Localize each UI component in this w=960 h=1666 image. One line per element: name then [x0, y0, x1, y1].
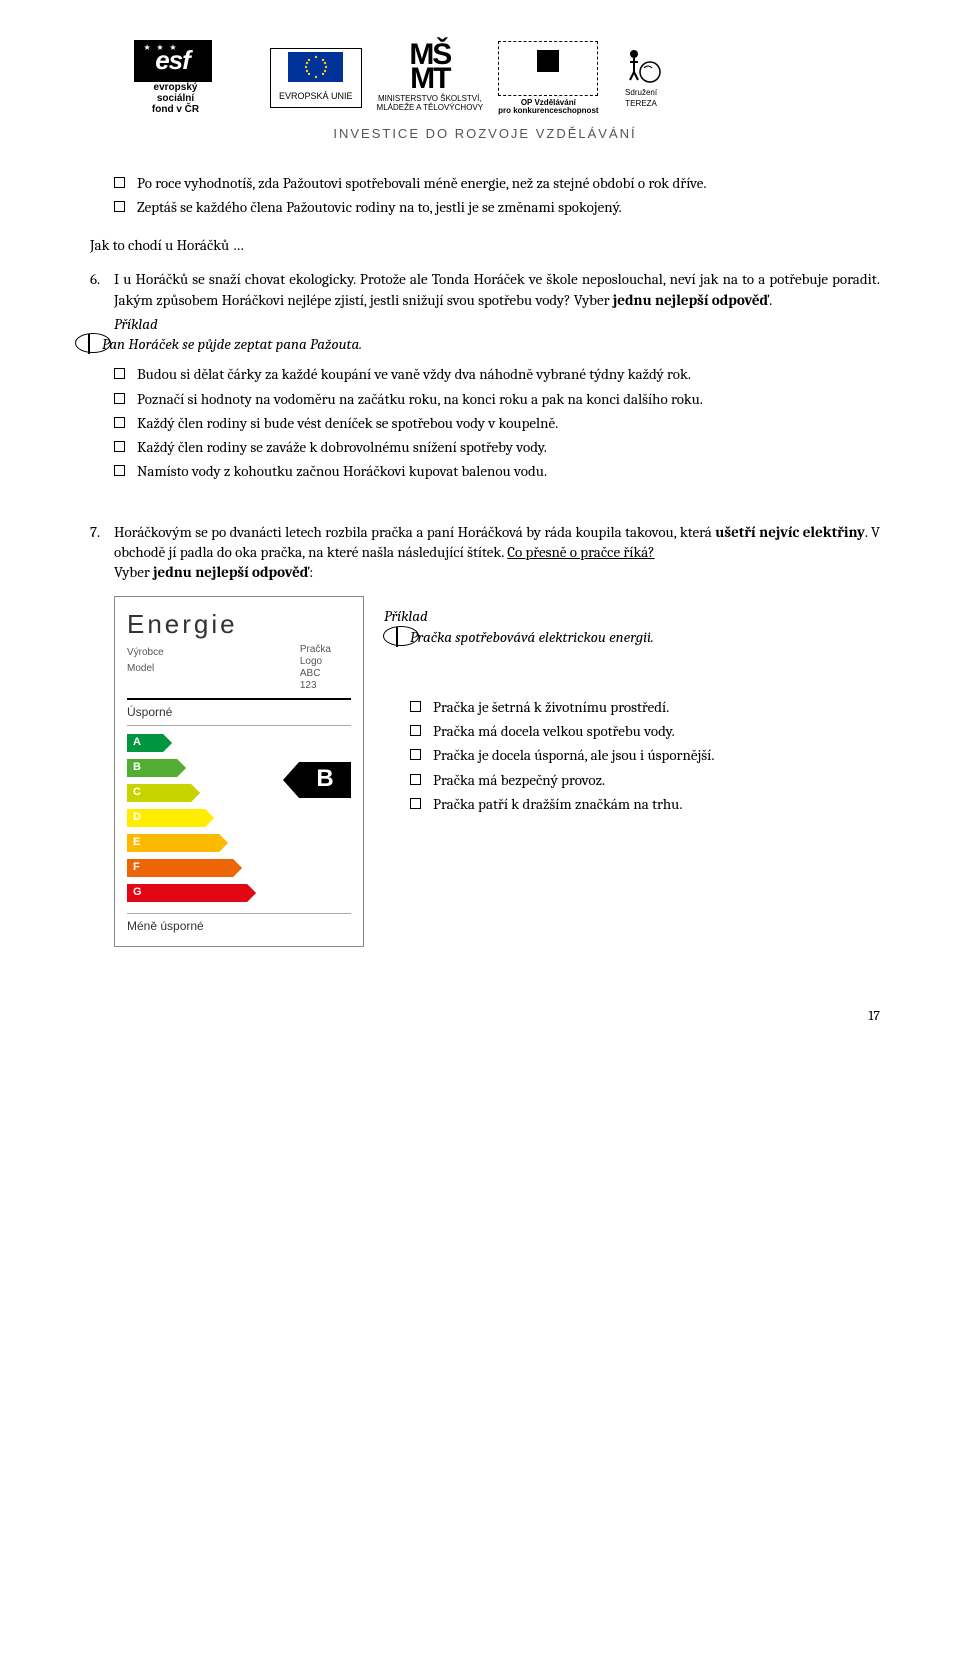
checkbox-icon [114, 465, 125, 476]
checkbox-icon [410, 774, 421, 785]
q6-option-3: Každý člen rodiny se zaváže k dobrovolné… [137, 437, 547, 457]
intro-items: Po roce vyhodnotíš, zda Pažoutovi spotře… [114, 173, 880, 218]
energy-bar-A: A [127, 734, 163, 752]
q6-body: I u Horáčků se snaží chovat ekologicky. … [114, 269, 880, 310]
q7-option-1: Pračka má docela velkou spotřebu vody. [433, 721, 675, 741]
esf-line2: sociální [152, 93, 199, 104]
tereza-logo: Sdružení TEREZA [614, 46, 669, 110]
tereza-line2: TEREZA [625, 99, 657, 110]
q7-right-column: Příklad Pračka spotřebovává elektrickou … [384, 596, 880, 946]
checkbox-icon [410, 725, 421, 736]
energy-efficient-label: Úsporné [127, 700, 351, 725]
eu-logo: EVROPSKÁ UNIE [270, 48, 362, 108]
energy-bar-row: F [127, 857, 351, 879]
energy-bar-row: B [127, 757, 351, 779]
checkbox-circled-icon [396, 627, 398, 647]
header-tagline: INVESTICE DO ROZVOJE VZDĚLÁVÁNÍ [90, 125, 880, 143]
q6-number: 6. [90, 269, 114, 310]
energy-meta-123: 123 [300, 680, 331, 692]
q6-option-4: Namísto vody z kohoutku začnou Horáčkovi… [137, 461, 547, 481]
q7-number: 7. [90, 522, 114, 583]
energy-meta-abc: ABC [300, 668, 331, 680]
checkbox-icon [410, 749, 421, 760]
content: Po roce vyhodnotíš, zda Pažoutovi spotře… [90, 173, 880, 1026]
q7-option-3: Pračka má bezpečný provoz. [433, 770, 605, 790]
checkbox-icon [114, 393, 125, 404]
question-6: 6. I u Horáčků se snaží chovat ekologick… [90, 269, 880, 310]
eu-label: EVROPSKÁ UNIE [279, 90, 353, 102]
energy-bar-row: C [127, 782, 351, 804]
intro-item-1: Zeptáš se každého člena Pažoutovic rodin… [137, 197, 622, 217]
energy-bar-F: F [127, 859, 233, 877]
esf-logo: ★ ★ ★ esf evropský sociální fond v ČR [90, 40, 255, 115]
q7-options: Pračka je šetrná k životnímu prostředí. … [410, 697, 880, 814]
energy-appliance-label: Pračka [300, 644, 331, 656]
checkbox-icon [114, 417, 125, 428]
checkbox-circled-icon [88, 334, 90, 354]
energy-bar-E: E [127, 834, 219, 852]
energy-bar-G: G [127, 884, 247, 902]
section-title: Jak to chodí u Horáčků … [90, 235, 880, 255]
checkbox-icon [410, 798, 421, 809]
msmt-logo: MŠMT MINISTERSTVO ŠKOLSTVÍ, MLÁDEŽE A TĚ… [377, 43, 484, 113]
q6-example-text: Pan Horáček se půjde zeptat pana Pažouta… [102, 334, 362, 354]
energy-bar-row: D [127, 807, 351, 829]
energy-bar-C: C [127, 784, 191, 802]
esf-line1: evropský [152, 82, 199, 93]
q7-option-0: Pračka je šetrná k životnímu prostředí. [433, 697, 669, 717]
msmt-line2: MLÁDEŽE A TĚLOVÝCHOVY [377, 104, 484, 113]
energy-bar-row: E [127, 832, 351, 854]
intro-item-0: Po roce vyhodnotíš, zda Pažoutovi spotře… [137, 173, 707, 193]
energy-label: Energie Výrobce Model Pračka Logo ABC 12… [114, 596, 364, 946]
q6-option-2: Každý člen rodiny si bude vést deníček s… [137, 413, 558, 433]
energy-bar-D: D [127, 809, 205, 827]
energy-title: Energie [127, 607, 351, 642]
energy-bars: B ABCDEFG [127, 726, 351, 913]
q6-option-0: Budou si dělat čárky za každé koupání ve… [137, 364, 691, 384]
q7-body: Horáčkovým se po dvanácti letech rozbila… [114, 522, 880, 583]
page-number: 17 [90, 1007, 880, 1026]
q7-option-4: Pračka patří k dražším značkám na trhu. [433, 794, 682, 814]
energy-bar-B: B [127, 759, 177, 777]
esf-line3: fond v ČR [152, 104, 199, 115]
checkbox-icon [410, 701, 421, 712]
energy-model-label: Model [127, 662, 300, 676]
question-7: 7. Horáčkovým se po dvanácti letech rozb… [90, 522, 880, 583]
q7-example-label: Příklad [384, 606, 880, 626]
q6-option-1: Poznačí si hodnoty na vodoměru na začátk… [137, 389, 703, 409]
checkbox-icon [114, 368, 125, 379]
q6-options: Budou si dělat čárky za každé koupání ve… [114, 364, 880, 481]
energy-bar-row: A [127, 732, 351, 754]
tereza-line1: Sdružení [625, 88, 657, 99]
energy-bar-row: G [127, 882, 351, 904]
q7-example-text: Pračka spotřebovává elektrickou energii. [410, 627, 654, 647]
op-logo: OP Vzdělávání pro konkurenceschopnost [498, 41, 598, 115]
checkbox-icon [114, 201, 125, 212]
energy-manufacturer-label: Výrobce [127, 646, 300, 660]
header-logos: ★ ★ ★ esf evropský sociální fond v ČR EV… [90, 40, 880, 115]
energy-meta-logo: Logo [300, 656, 331, 668]
q7-option-2: Pračka je docela úsporná, ale jsou i úsp… [433, 745, 714, 765]
op-line2: pro konkurenceschopnost [498, 107, 598, 115]
energy-less-efficient-label: Méně úsporné [127, 913, 351, 934]
checkbox-icon [114, 177, 125, 188]
checkbox-icon [114, 441, 125, 452]
q6-example-label: Příklad [114, 314, 880, 334]
